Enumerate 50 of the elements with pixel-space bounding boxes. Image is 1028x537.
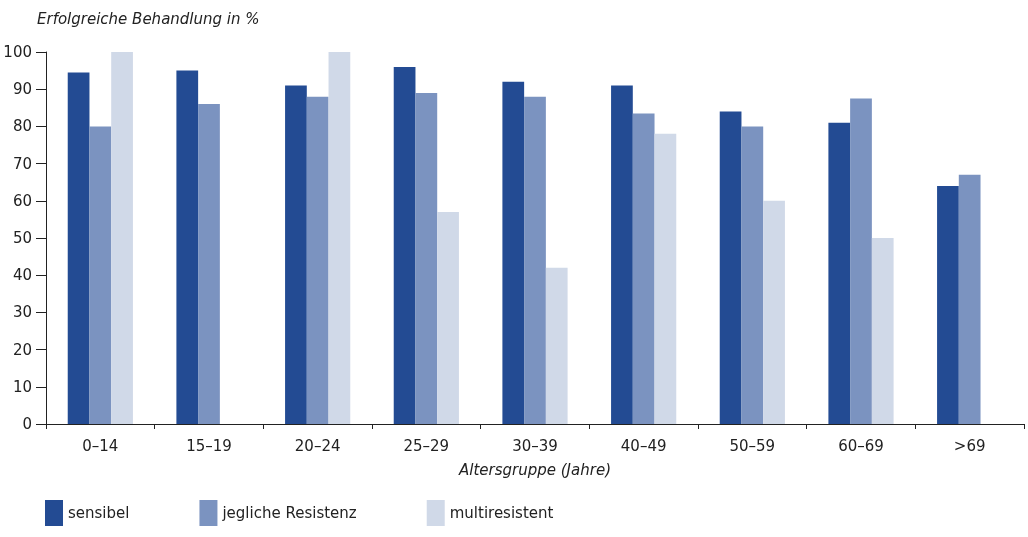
y-tick-label: 100	[3, 43, 32, 61]
x-tick-label: 50–59	[729, 436, 776, 455]
bar	[306, 96, 329, 424]
bar	[719, 111, 742, 424]
bar	[654, 133, 677, 424]
x-tick-label: 25–29	[403, 436, 450, 455]
y-tick-label: 40	[12, 266, 32, 285]
y-tick-label: 50	[12, 229, 32, 247]
bar	[437, 211, 459, 424]
x-tick-label: 0–14	[82, 436, 119, 455]
bar	[937, 185, 959, 424]
bar	[67, 72, 90, 424]
bar	[632, 113, 655, 424]
bar	[198, 104, 220, 424]
y-tick-label: 30	[12, 303, 32, 322]
x-tick-label: 40–49	[620, 436, 667, 455]
x-tick-label: 15–19	[186, 436, 232, 455]
bar	[328, 52, 351, 424]
bar	[524, 96, 546, 424]
bar	[958, 174, 981, 424]
bar	[741, 126, 764, 424]
y-tick-label: 70	[12, 154, 32, 173]
x-axis-title: Altersgruppe (Jahre)	[458, 460, 611, 479]
bar	[111, 52, 133, 424]
bar	[545, 267, 568, 424]
bar	[415, 92, 438, 424]
bar	[611, 85, 633, 424]
y-tick-label: 20	[12, 340, 32, 359]
bar	[850, 98, 872, 424]
bar	[89, 126, 112, 424]
y-tick-label: 60	[12, 191, 32, 210]
bar	[763, 200, 785, 424]
bar	[176, 70, 199, 424]
y-tick-label: 10	[12, 377, 32, 396]
legend-label: multiresistent	[449, 504, 554, 522]
y-tick-label: 80	[12, 117, 32, 136]
legend-label: sensibel	[68, 504, 130, 522]
bar	[871, 238, 894, 424]
bar	[393, 66, 416, 424]
bar	[828, 122, 851, 424]
chart-title: Erfolgreiche Behandlung in %	[37, 9, 260, 28]
x-tick-label: >69	[953, 436, 986, 455]
bar	[502, 81, 525, 424]
bar	[285, 85, 307, 424]
x-tick-label: 30–39	[512, 436, 558, 455]
x-tick-label: 20–24	[294, 436, 341, 455]
y-tick-label: 90	[12, 80, 32, 99]
y-tick-label: 0	[22, 415, 32, 433]
x-tick-label: 60–69	[838, 436, 884, 455]
legend-label: jegliche Resistenz	[221, 504, 357, 522]
